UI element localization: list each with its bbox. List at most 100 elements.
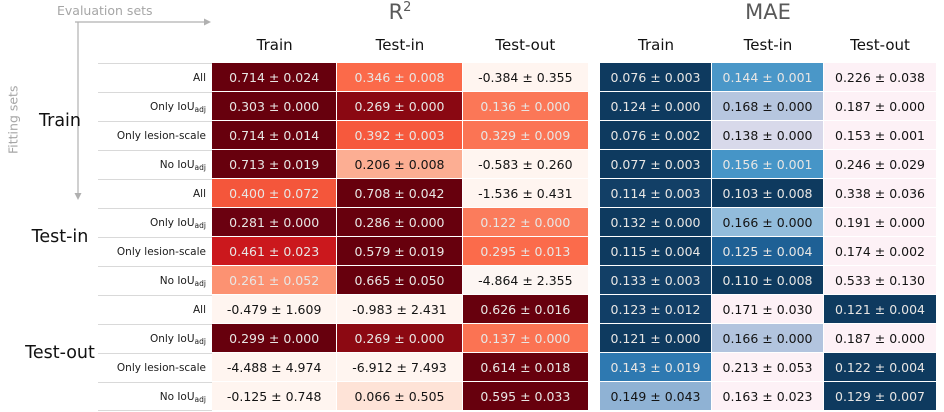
row-label: Only IoU adj xyxy=(98,324,212,353)
heatmap-cell: 0.156 ± 0.001 xyxy=(712,150,824,179)
heatmap-cell: 0.187 ± 0.000 xyxy=(824,92,936,121)
column-header-train: Train xyxy=(256,36,293,54)
heatmap-cell: 0.269 ± 0.000 xyxy=(337,92,463,121)
row-label: All xyxy=(98,63,212,92)
heatmap-cell: 0.122 ± 0.004 xyxy=(824,353,936,382)
heatmap-cell: 0.281 ± 0.000 xyxy=(212,208,338,237)
heatmap-cell: 0.066 ± 0.505 xyxy=(337,382,463,411)
heatmap-cell: 0.400 ± 0.072 xyxy=(212,179,338,208)
heatmap-cell: 0.077 ± 0.003 xyxy=(600,150,712,179)
column-header-test-in: Test-in xyxy=(743,36,793,54)
heatmap-cell: 0.226 ± 0.038 xyxy=(824,63,936,92)
heatmap-cell: -0.384 ± 0.355 xyxy=(462,63,588,92)
heatmap-cell: -0.583 ± 0.260 xyxy=(462,150,588,179)
heatmap-cell: 0.595 ± 0.033 xyxy=(462,382,588,411)
heatmap-cell: 0.171 ± 0.030 xyxy=(712,295,824,324)
row-label: No IoU adj xyxy=(98,150,212,179)
heatmap-cell: 0.213 ± 0.053 xyxy=(712,353,824,382)
fitting-group-label-test-in: Test-in xyxy=(31,227,89,247)
heatmap-cell: 0.665 ± 0.050 xyxy=(337,266,463,295)
heatmap-cell: 0.110 ± 0.008 xyxy=(712,266,824,295)
column-header-train: Train xyxy=(638,36,674,54)
heatmap-cell: 0.153 ± 0.001 xyxy=(824,121,936,150)
heatmap-cell: 0.166 ± 0.000 xyxy=(712,208,824,237)
heatmap-cell: 0.295 ± 0.013 xyxy=(462,237,588,266)
heatmap-cell: 0.191 ± 0.000 xyxy=(824,208,936,237)
heatmap-cell: 0.115 ± 0.004 xyxy=(600,237,712,266)
fitting-group-label-train: Train xyxy=(39,111,81,131)
r2-title-superscript: 2 xyxy=(403,0,412,15)
heatmap-cell: 0.149 ± 0.043 xyxy=(600,382,712,411)
heatmap-cell: 0.579 ± 0.019 xyxy=(337,237,463,266)
heatmap-cell: 0.143 ± 0.019 xyxy=(600,353,712,382)
column-header-test-out: Test-out xyxy=(850,36,910,54)
heatmap-cell: -0.983 ± 2.431 xyxy=(337,295,463,324)
heatmap-cell: 0.187 ± 0.000 xyxy=(824,324,936,353)
mae-title: MAE xyxy=(600,0,936,30)
heatmap-cell: 0.132 ± 0.000 xyxy=(600,208,712,237)
row-label: Only IoU adj xyxy=(98,208,212,237)
heatmap-cell: 0.133 ± 0.003 xyxy=(600,266,712,295)
heatmap-cell: 0.461 ± 0.023 xyxy=(212,237,338,266)
heatmap-cell: 0.166 ± 0.000 xyxy=(712,324,824,353)
r2-column-headers: Train Test-in Test-out xyxy=(212,33,588,57)
heatmap-cell: 0.392 ± 0.003 xyxy=(337,121,463,150)
heatmap-cell: 0.144 ± 0.001 xyxy=(712,63,824,92)
column-header-test-in: Test-in xyxy=(375,36,425,54)
heatmap-cell: 0.137 ± 0.000 xyxy=(462,324,588,353)
heatmap-cell: 0.206 ± 0.008 xyxy=(337,150,463,179)
heatmap-cell: 0.286 ± 0.000 xyxy=(337,208,463,237)
row-label: No IoU adj xyxy=(98,266,212,295)
heatmap-cell: 0.129 ± 0.007 xyxy=(824,382,936,411)
row-labels-gutter: All Only IoU adj Only lesion-scale No IoU adj… xyxy=(98,63,212,411)
row-label: Only lesion-scale xyxy=(98,237,212,266)
row-label: Only IoU adj xyxy=(98,92,212,121)
heatmap-cell: 0.303 ± 0.000 xyxy=(212,92,338,121)
heatmap-cell: 0.338 ± 0.036 xyxy=(824,179,936,208)
heatmap-cell: -4.864 ± 2.355 xyxy=(462,266,588,295)
heatmap-cell: 0.614 ± 0.018 xyxy=(462,353,588,382)
heatmap-cell: 0.103 ± 0.008 xyxy=(712,179,824,208)
heatmap-cell: 0.346 ± 0.008 xyxy=(337,63,463,92)
row-label: No IoU adj xyxy=(98,382,212,411)
fitting-axis-arrow-icon xyxy=(74,22,82,200)
row-label: All xyxy=(98,295,212,324)
r2-heatmap: 0.714 ± 0.024 0.346 ± 0.008 -0.384 ± 0.355… xyxy=(212,63,588,411)
heatmap-cell: 0.163 ± 0.023 xyxy=(712,382,824,411)
heatmap-cell: 0.246 ± 0.029 xyxy=(824,150,936,179)
row-label: All xyxy=(98,179,212,208)
heatmap-cell: 0.261 ± 0.052 xyxy=(212,266,338,295)
heatmap-cell: 0.714 ± 0.024 xyxy=(212,63,338,92)
heatmap-cell: 0.299 ± 0.000 xyxy=(212,324,338,353)
mae-title-text: MAE xyxy=(745,0,791,24)
heatmap-cell: 0.713 ± 0.019 xyxy=(212,150,338,179)
row-label: Only lesion-scale xyxy=(98,353,212,382)
heatmap-cell: 0.076 ± 0.003 xyxy=(600,63,712,92)
heatmap-cell: 0.533 ± 0.130 xyxy=(824,266,936,295)
heatmap-cell: 0.121 ± 0.004 xyxy=(824,295,936,324)
evaluation-sets-label: Evaluation sets xyxy=(57,3,153,18)
heatmap-cell: 0.714 ± 0.014 xyxy=(212,121,338,150)
heatmap-cell: 0.329 ± 0.009 xyxy=(462,121,588,150)
row-label: Only lesion-scale xyxy=(98,121,212,150)
heatmap-cell: -4.488 ± 4.974 xyxy=(212,353,338,382)
heatmap-cell: 0.168 ± 0.000 xyxy=(712,92,824,121)
heatmap-cell: 0.123 ± 0.012 xyxy=(600,295,712,324)
heatmap-cell: 0.269 ± 0.000 xyxy=(337,324,463,353)
heatmap-cell: -1.536 ± 0.431 xyxy=(462,179,588,208)
heatmap-cell: 0.114 ± 0.003 xyxy=(600,179,712,208)
heatmap-cell: 0.174 ± 0.002 xyxy=(824,237,936,266)
fitting-group-label-test-out: Test-out xyxy=(25,343,95,363)
heatmap-cell: 0.136 ± 0.000 xyxy=(462,92,588,121)
heatmap-cell: 0.125 ± 0.004 xyxy=(712,237,824,266)
heatmap-cell: 0.124 ± 0.000 xyxy=(600,92,712,121)
heatmap-cell: 0.708 ± 0.042 xyxy=(337,179,463,208)
evaluation-axis-arrow-icon xyxy=(75,18,211,26)
heatmap-cell: 0.121 ± 0.000 xyxy=(600,324,712,353)
mae-column-headers: Train Test-in Test-out xyxy=(600,33,936,57)
heatmap-cell: -6.912 ± 7.493 xyxy=(337,353,463,382)
column-header-test-out: Test-out xyxy=(495,36,556,54)
heatmap-cell: 0.138 ± 0.000 xyxy=(712,121,824,150)
